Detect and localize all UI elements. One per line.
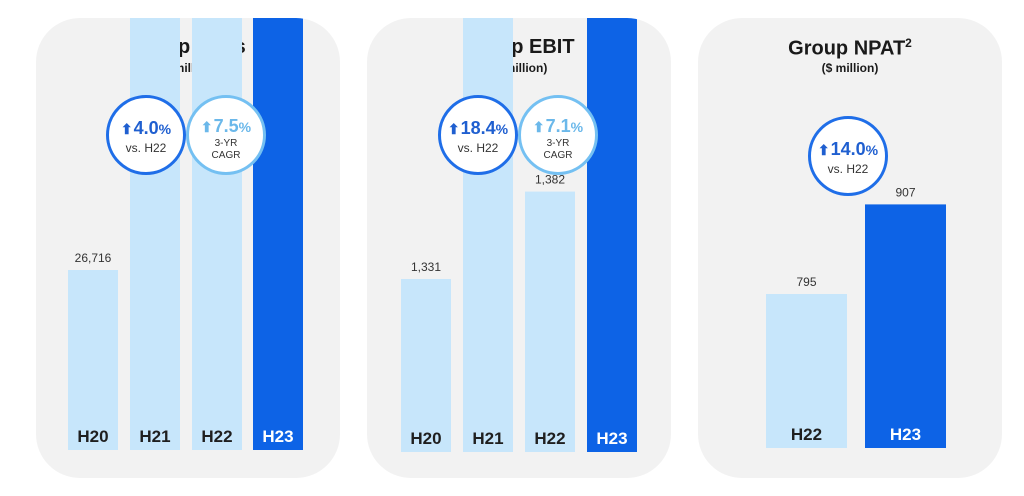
bar-h22 [192, 18, 242, 450]
kpi-label: vs. H22 [125, 141, 167, 155]
up-arrow-icon: ⬆ [532, 119, 545, 135]
bar-h23 [865, 204, 946, 448]
up-arrow-icon: ⬆ [120, 121, 133, 137]
kpi-label: CAGR [543, 150, 573, 161]
panel-group-npat: Group NPAT2 ($ million) ⬆14.0% vs. H22 7… [698, 18, 1002, 478]
kpi-vs-prior-circle: ⬆18.4% vs. H22 [438, 95, 518, 175]
kpi-vs-prior-circle: ⬆14.0% vs. H22 [808, 116, 888, 196]
up-arrow-icon: ⬆ [200, 119, 213, 135]
data-label: 1,382 [535, 173, 565, 187]
kpi-cagr-circle: ⬆7.1% 3-YR CAGR [518, 95, 598, 175]
bar-chart-npat: 795 H22 907 H23 [766, 185, 946, 448]
data-label: 907 [895, 185, 915, 199]
category-label: H23 [596, 429, 627, 448]
category-label: H22 [534, 429, 565, 448]
kpi-label: vs. H22 [457, 141, 499, 155]
kpi-label: vs. H22 [827, 162, 869, 176]
kpi-value: 7.5 [213, 116, 239, 136]
bar-h22 [525, 191, 575, 452]
bar-h22 [766, 294, 847, 448]
category-label: H21 [139, 427, 170, 446]
footnote-marker: 2 [905, 36, 912, 50]
kpi-value: 4.0 [133, 118, 159, 138]
kpi-value: 14.0 [830, 139, 866, 159]
bar-chart-sales: 26,716H2029,535H2131,894H2233,169H23 [68, 18, 303, 451]
bar-h20 [401, 279, 451, 452]
kpi-value: 7.1 [545, 116, 571, 136]
up-arrow-icon: ⬆ [817, 142, 830, 158]
category-label: H21 [472, 429, 503, 448]
category-label: H20 [410, 429, 441, 448]
kpi-cagr-circle: ⬆7.5% 3-YR CAGR [186, 95, 266, 175]
panel-unit: ($ million) [821, 61, 879, 75]
category-label: H23 [890, 425, 921, 444]
data-label: 26,716 [75, 251, 112, 265]
bar-h21 [130, 18, 180, 450]
kpi-label: 3-YR [546, 138, 570, 149]
up-arrow-icon: ⬆ [447, 121, 460, 137]
category-label: H23 [262, 427, 293, 446]
bar-h20 [68, 270, 118, 450]
bar-h23 [587, 18, 637, 452]
kpi-value: 18.4 [460, 118, 496, 138]
bar-h21 [463, 18, 513, 452]
panel-group-ebit: Group EBIT ($ million) ⬆18.4% vs. H22 ⬆7… [367, 18, 671, 478]
data-label: 795 [796, 275, 816, 289]
kpi-vs-prior-circle: ⬆4.0% vs. H22 [106, 95, 186, 175]
category-label: H22 [201, 427, 232, 446]
category-label: H22 [791, 425, 822, 444]
panel-group-sales: Group sales ($ million) ⬆4.0% vs. H22 ⬆7… [36, 18, 340, 478]
kpi-label: 3-YR [214, 138, 238, 149]
category-label: H20 [77, 427, 108, 446]
panel-title: Group NPAT2 [788, 36, 912, 60]
bar-h23 [253, 18, 303, 451]
kpi-label: CAGR [211, 150, 241, 161]
data-label: 1,331 [411, 260, 441, 274]
bar-chart-ebit: 1,331H201,554H211,382H221,637H23 [401, 18, 637, 452]
